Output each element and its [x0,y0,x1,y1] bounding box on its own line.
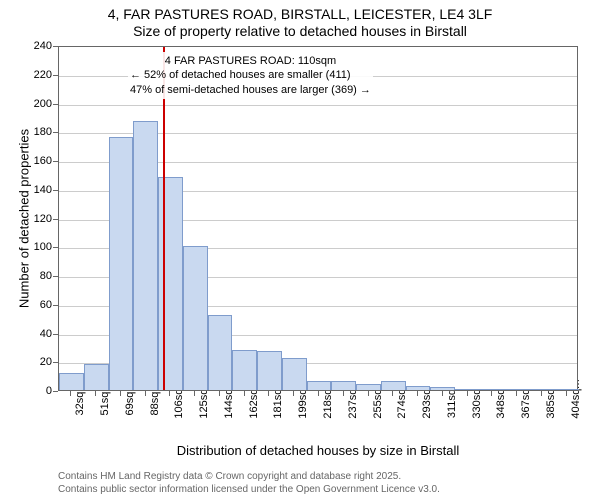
x-tick-mark [219,391,220,396]
bar [109,137,134,390]
x-tick-mark [145,391,146,396]
title-sub: Size of property relative to detached ho… [0,22,600,39]
y-tick-label: 60 [22,299,52,311]
x-tick-mark [566,391,567,396]
x-tick-mark [368,391,369,396]
x-tick-mark [293,391,294,396]
bar [356,384,381,390]
x-axis-title: Distribution of detached houses by size … [58,443,578,458]
annotation-line3: 47% of semi-detached houses are larger (… [130,83,371,97]
x-tick-mark [120,391,121,396]
x-tick-mark [491,391,492,396]
chart-container: 4, FAR PASTURES ROAD, BIRSTALL, LEICESTE… [0,0,600,500]
title-main: 4, FAR PASTURES ROAD, BIRSTALL, LEICESTE… [0,0,600,22]
y-tick-label: 120 [22,213,52,225]
bar [133,121,158,390]
x-tick-mark [417,391,418,396]
y-tick-label: 200 [22,98,52,110]
y-tick-label: 0 [22,385,52,397]
x-tick-mark [70,391,71,396]
x-tick-mark [268,391,269,396]
bar [505,389,530,390]
bar [381,381,406,390]
annotation-box: 4 FAR PASTURES ROAD: 110sqm ← 52% of det… [128,52,373,99]
bar [554,389,579,390]
bar [208,315,233,390]
bar [406,386,431,390]
bar [232,350,257,390]
y-tick-label: 20 [22,356,52,368]
y-tick-label: 40 [22,328,52,340]
grid-line [59,105,577,106]
bar [282,358,307,390]
bar [84,364,109,390]
x-tick-mark [194,391,195,396]
y-tick-label: 240 [22,40,52,52]
bar [257,351,282,390]
x-tick-mark [244,391,245,396]
bar [183,246,208,390]
y-tick-label: 220 [22,69,52,81]
footer: Contains HM Land Registry data © Crown c… [58,470,440,496]
x-tick-mark [516,391,517,396]
y-tick-label: 100 [22,241,52,253]
bar [480,389,505,390]
footer-line2: Contains public sector information licen… [58,483,440,496]
plot-area: 4 FAR PASTURES ROAD: 110sqm ← 52% of det… [58,46,578,391]
x-tick-mark [392,391,393,396]
x-tick-mark [318,391,319,396]
x-tick-mark [467,391,468,396]
footer-line1: Contains HM Land Registry data © Crown c… [58,470,440,483]
bar [529,389,554,390]
y-tick-mark [53,391,58,392]
bar [158,177,183,390]
annotation-line1: 4 FAR PASTURES ROAD: 110sqm [130,54,371,68]
bar [455,389,480,390]
bar [430,387,455,390]
x-tick-mark [343,391,344,396]
x-tick-mark [541,391,542,396]
bar [59,373,84,390]
bar [331,381,356,390]
y-tick-label: 140 [22,184,52,196]
bar [307,381,332,390]
y-tick-label: 180 [22,126,52,138]
annotation-line2: ← 52% of detached houses are smaller (41… [130,68,371,82]
y-tick-label: 160 [22,155,52,167]
x-tick-mark [169,391,170,396]
x-tick-mark [442,391,443,396]
x-tick-mark [95,391,96,396]
y-tick-label: 80 [22,270,52,282]
